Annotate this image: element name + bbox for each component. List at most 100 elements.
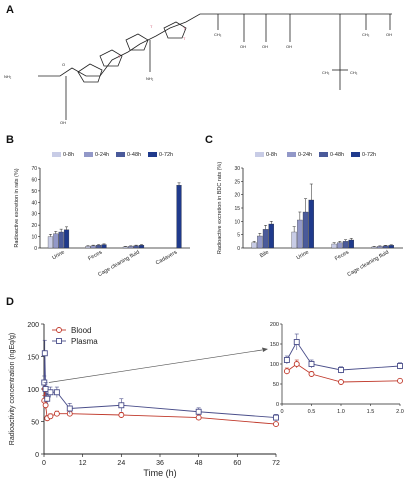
data-point xyxy=(44,395,51,402)
category-label: Feces xyxy=(334,249,350,262)
inset-y-tick-label: 50 xyxy=(273,382,279,388)
bar xyxy=(128,246,134,249)
ch3-left-text: CH₃ xyxy=(322,70,330,75)
tritium-label-1: T xyxy=(183,26,186,31)
category-label: Bile xyxy=(259,250,270,260)
x-tick-label: 72 xyxy=(272,460,280,467)
x-tick-label: 0 xyxy=(42,460,46,467)
zoom-arrow-head xyxy=(262,347,268,352)
zoom-arrow xyxy=(48,349,263,383)
category-label: Urine xyxy=(296,250,310,262)
bar xyxy=(337,242,343,249)
data-point xyxy=(195,414,202,421)
inset-y-tick-label: 100 xyxy=(270,362,279,368)
legend-marker xyxy=(56,327,62,333)
oh-text-3: OH xyxy=(286,44,292,49)
bar xyxy=(388,245,395,249)
legend-label: Blood xyxy=(71,326,91,335)
legend-swatch xyxy=(319,152,328,157)
bar xyxy=(58,231,64,249)
bar xyxy=(90,245,96,249)
bar xyxy=(176,184,182,249)
carbonyl-o-text: O xyxy=(62,62,65,67)
x-tick-label: 12 xyxy=(79,460,87,467)
y-tick-label: 5 xyxy=(237,233,240,239)
panel-c-label: C xyxy=(205,134,213,146)
x-tick-label: 24 xyxy=(117,460,125,467)
bar xyxy=(257,235,263,249)
bar xyxy=(101,244,107,249)
bar xyxy=(371,246,377,249)
bar xyxy=(63,229,70,249)
legend-swatch xyxy=(287,152,296,157)
data-point xyxy=(47,413,54,420)
bar xyxy=(302,211,309,249)
bar xyxy=(377,246,383,249)
legend-swatch xyxy=(148,152,157,157)
chart-b-ylabel: Radioactive excretion in rats (%) xyxy=(14,168,20,247)
chart-d: Radioactivity concentration (ngEq/g) Tim… xyxy=(9,322,404,478)
tritium-label-4: T xyxy=(118,54,121,59)
legend-label: 0-24h xyxy=(298,152,312,158)
bar xyxy=(342,241,349,249)
data-point xyxy=(66,405,73,412)
data-point xyxy=(41,350,48,357)
ch3-right-text: CH₃ xyxy=(350,70,358,75)
peptide-structure: NH₂ O OH NH₂ CH₃ OH OH OH CH₃ CH₃ CH₃ OH… xyxy=(4,13,392,125)
bar xyxy=(53,233,59,249)
legend-label: 0-72h xyxy=(362,152,376,158)
nh2-text: NH₂ xyxy=(4,74,12,79)
bar xyxy=(268,223,275,249)
tritium-label-2: T xyxy=(183,36,186,41)
legend-swatch xyxy=(351,152,360,157)
chart-d-ylabel: Radioactivity concentration (ngEq/g) xyxy=(9,333,16,445)
bar xyxy=(331,243,337,249)
y-tick-label: 50 xyxy=(31,189,37,195)
bar xyxy=(308,199,315,249)
y-tick-label: 15 xyxy=(234,206,240,212)
data-point xyxy=(293,361,300,367)
cooh-text: OH xyxy=(60,120,66,125)
inset-x-tick-label: 1.5 xyxy=(367,409,375,415)
ch3-text: CH₃ xyxy=(214,32,222,37)
data-point xyxy=(283,368,290,375)
data-point xyxy=(118,402,125,409)
data-point xyxy=(397,377,403,384)
chart-d-xlabel: Time (h) xyxy=(143,468,176,478)
legend-label: 0-8h xyxy=(63,152,74,158)
bar xyxy=(382,245,389,249)
y-tick-label: 10 xyxy=(31,235,37,241)
y-tick-label: 30 xyxy=(234,166,240,172)
legend-label: 0-24h xyxy=(95,152,109,158)
data-point xyxy=(293,339,300,345)
data-point xyxy=(118,412,125,418)
category-label: Urine xyxy=(51,250,65,262)
data-point xyxy=(53,410,60,417)
data-point xyxy=(42,386,49,392)
inset-x-tick-label: 0.5 xyxy=(308,409,316,415)
bar xyxy=(47,236,54,249)
bar xyxy=(138,244,145,249)
legend-swatch xyxy=(84,152,93,157)
lys-nh2-text: NH₂ xyxy=(146,76,154,81)
data-point xyxy=(308,361,315,367)
legend-swatch xyxy=(52,152,61,157)
x-tick-label: 48 xyxy=(195,460,203,467)
oh-text-2: OH xyxy=(262,44,268,49)
y-tick-label: 40 xyxy=(31,200,37,206)
oh-text-1: OH xyxy=(240,44,246,49)
x-tick-label: 36 xyxy=(156,460,164,467)
y-tick-label: 70 xyxy=(31,166,37,172)
inset-x-tick-label: 2.0 xyxy=(396,409,404,415)
inset-y-tick-label: 0 xyxy=(276,402,279,408)
legend-label: 0-48h xyxy=(127,152,141,158)
tritium-label-3: T xyxy=(150,24,153,29)
bar xyxy=(85,246,91,249)
chart-c: Radioactive excretion in BDC rats (%) 0 5… xyxy=(217,152,403,278)
data-point xyxy=(273,414,279,421)
data-point xyxy=(47,389,54,396)
category-label: Feces xyxy=(87,249,103,262)
y-tick-label: 200 xyxy=(27,322,39,329)
legend-swatch xyxy=(116,152,125,157)
y-tick-label: 30 xyxy=(31,212,37,218)
